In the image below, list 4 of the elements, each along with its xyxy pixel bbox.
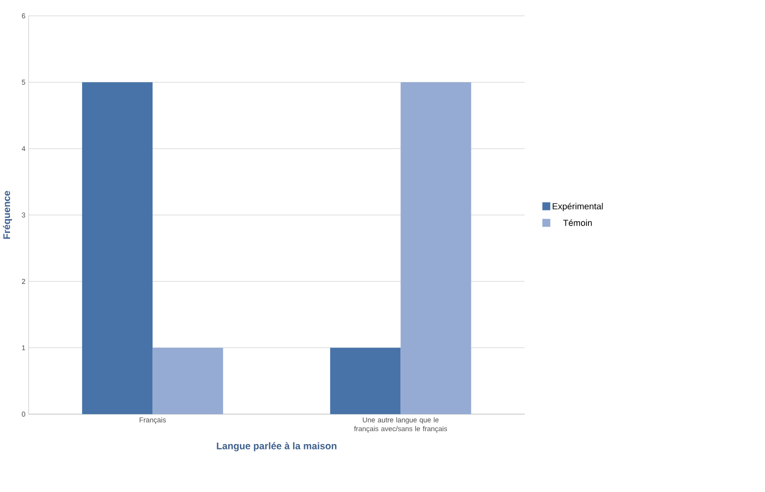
legend-label: Expérimental: [552, 202, 603, 212]
x-axis-title: Langue parlée à la maison: [216, 442, 336, 452]
legend-label: Témoin: [563, 220, 592, 226]
y-axis-title: Fréquence: [2, 191, 12, 239]
